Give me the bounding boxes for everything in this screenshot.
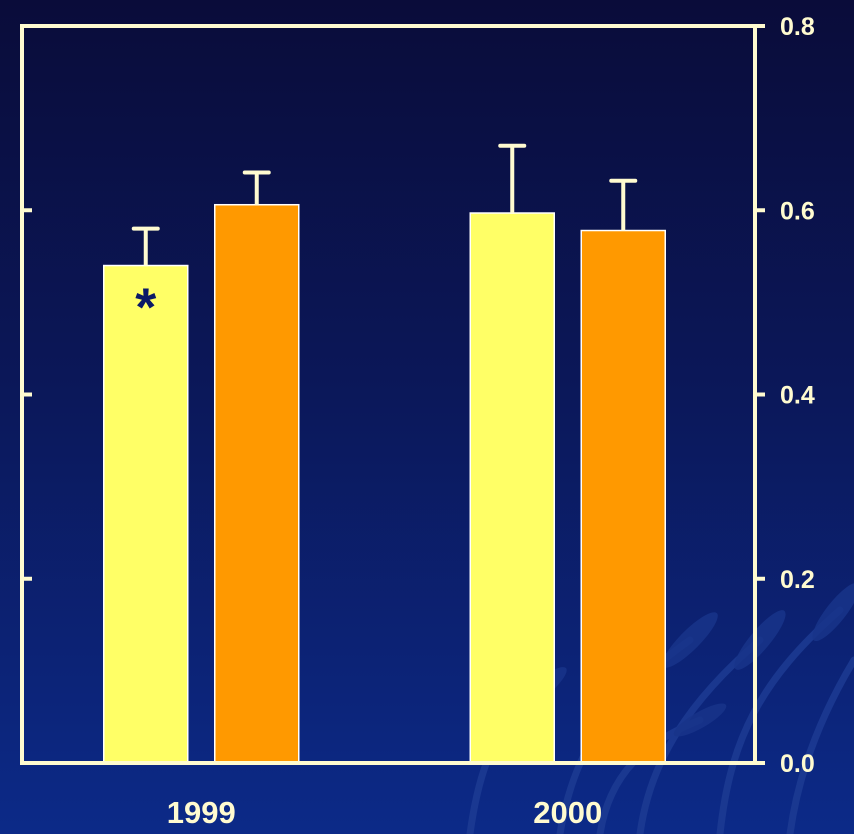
bar-1999-1 [103, 264, 189, 764]
x-category-label: 2000 [533, 795, 602, 830]
x-category-label: 1999 [167, 795, 236, 830]
significance-marker: * [135, 278, 156, 338]
y-tick-label: 0.6 [780, 197, 815, 225]
bar-2000-2 [580, 229, 666, 764]
error-bars-layer [131, 143, 638, 266]
y-tick-label: 0.2 [780, 566, 815, 594]
axes-layer [20, 24, 765, 765]
bar-1999-2 [214, 203, 300, 764]
y-tick-label: 0.4 [780, 382, 815, 410]
y-tick-label: 0.8 [780, 13, 815, 41]
y-tick-label: 0.0 [780, 750, 815, 778]
bars-layer [103, 203, 666, 764]
labels-layer: 0.0 0.2 0.4 0.6 0.8 1999 2000 * [135, 13, 815, 830]
bar-2000-1 [469, 212, 555, 764]
